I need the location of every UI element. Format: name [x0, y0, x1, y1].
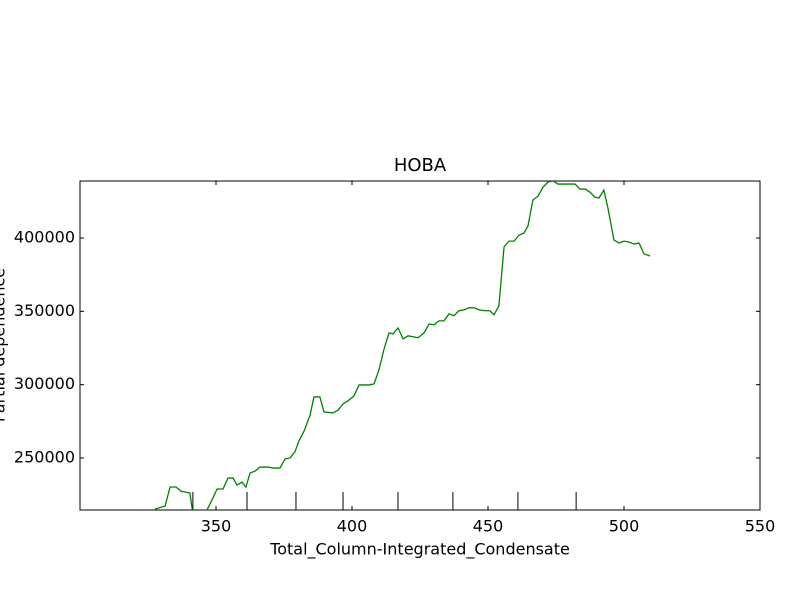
y-tick-label: 250000 — [14, 447, 75, 466]
y-tick-label: 400000 — [14, 228, 75, 247]
x-tick-label: 400 — [337, 517, 368, 536]
plot-frame — [79, 180, 761, 511]
y-tick-label: 300000 — [14, 374, 75, 393]
x-tick-label: 450 — [473, 517, 504, 536]
x-axis-label: Total_Column-Integrated_Condensate — [269, 540, 570, 560]
y-tick-label: 350000 — [14, 301, 75, 320]
chart-title: HOBA — [394, 155, 447, 176]
y-axis-label: Partial dependence — [0, 268, 9, 422]
x-tick-label: 550 — [745, 517, 776, 536]
data-line — [154, 181, 651, 510]
x-tick-label: 350 — [201, 517, 232, 536]
x-tick-label: 500 — [609, 517, 640, 536]
